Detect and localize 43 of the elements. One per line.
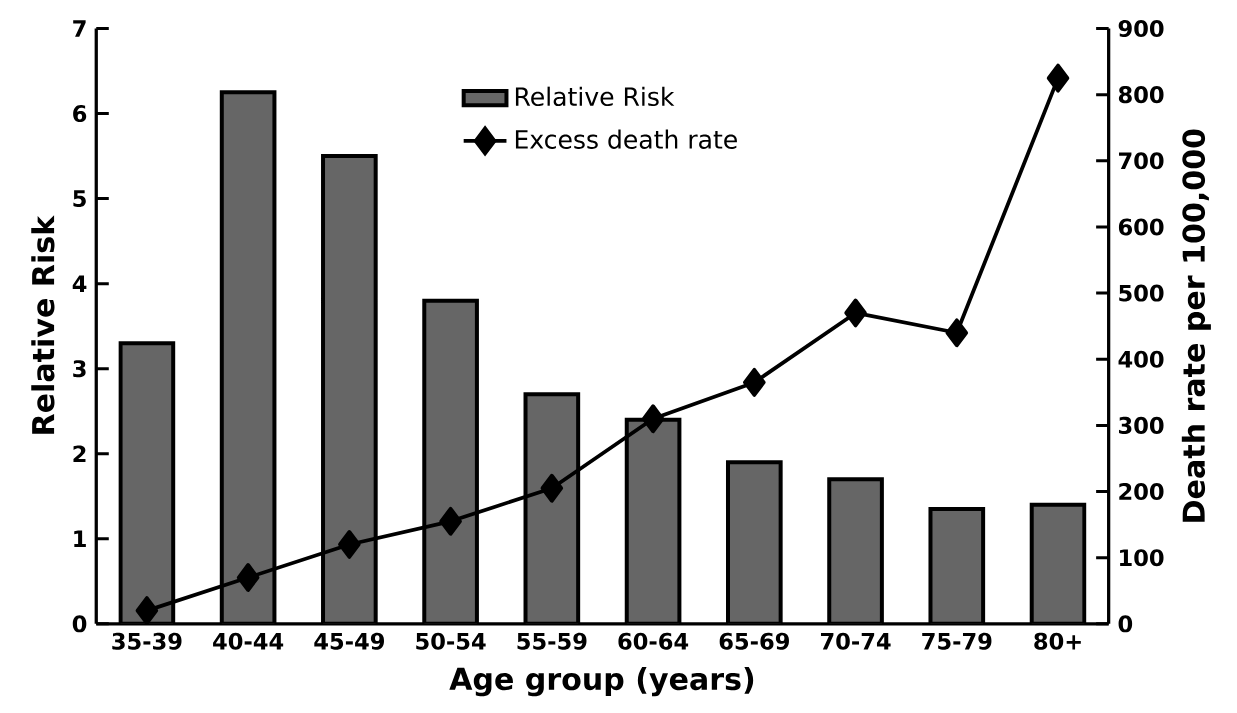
x-tick-label: 55-59 <box>517 632 587 650</box>
y2-tick-label: 800 <box>1118 86 1164 104</box>
x-tick-label: 80+ <box>1034 632 1081 650</box>
point <box>844 298 867 328</box>
point <box>945 318 969 348</box>
point <box>743 367 766 397</box>
x-tick-label: 70-74 <box>820 632 891 650</box>
x-tick-label: 65-69 <box>719 632 789 650</box>
y2-tick-label: 100 <box>1120 549 1164 567</box>
point <box>439 506 462 536</box>
legend-label: Relative Risk <box>515 86 675 107</box>
y2-tick-label: 400 <box>1118 350 1164 368</box>
point <box>1046 63 1070 93</box>
y-tick-label: 1 <box>74 530 86 548</box>
x-tick-label: 40-44 <box>213 632 284 650</box>
point <box>641 404 665 434</box>
y2-tick-label: 0 <box>1118 615 1133 633</box>
point <box>236 563 260 592</box>
x-tick-label: 50-54 <box>416 632 486 650</box>
y2-tick-label: 500 <box>1119 284 1164 302</box>
x-axis-title: Age group (years) <box>449 666 754 697</box>
legend-label: Excess death rate <box>515 129 737 149</box>
y2-tick-label: 900 <box>1118 19 1164 38</box>
y2-tick-label: 200 <box>1119 483 1164 501</box>
x-tick-label: 35-39 <box>112 632 182 650</box>
y-tick-label: 6 <box>73 105 87 123</box>
y-tick-label: 7 <box>73 20 86 37</box>
y-tick-label: 5 <box>73 190 86 208</box>
y2-tick-label: 300 <box>1119 416 1164 434</box>
y-tick-label: 0 <box>72 615 87 633</box>
x-tick-label: 45-49 <box>314 632 385 650</box>
point <box>540 473 564 503</box>
x-tick-label: 75-79 <box>922 632 992 650</box>
y2-axis-title: Death rate per 100,000 <box>1181 129 1211 522</box>
y2-tick-label: 700 <box>1119 152 1164 170</box>
y-tick-label: 3 <box>73 360 86 378</box>
y-tick-label: 2 <box>73 445 86 463</box>
x-tick-label: 60-64 <box>618 632 689 650</box>
point <box>135 596 159 626</box>
y-axis-title: Relative Risk <box>31 215 55 434</box>
y-tick-label: 4 <box>72 275 87 292</box>
point <box>338 530 361 559</box>
y2-tick-label: 600 <box>1118 218 1164 236</box>
